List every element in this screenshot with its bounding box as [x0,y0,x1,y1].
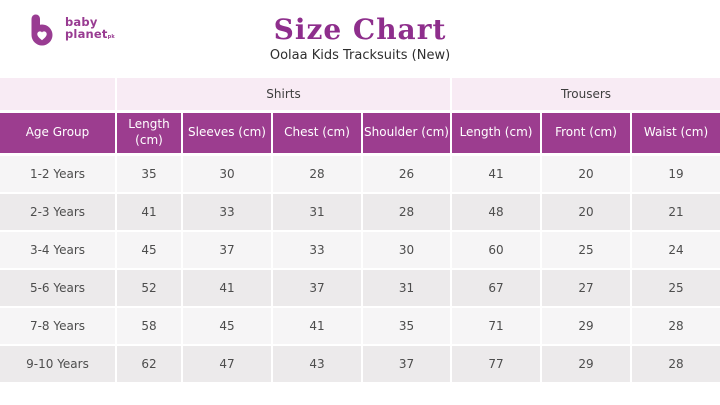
size-value-cell: 28 [361,194,451,232]
size-value-cell: 60 [450,232,541,270]
size-value-cell: 33 [271,232,361,270]
size-value-cell: 28 [271,156,361,194]
size-value-cell: 62 [115,346,181,384]
size-value-cell: 52 [115,270,181,308]
page-title: Size Chart [273,13,447,46]
table-row: 7-8 Years 58 45 41 35 71 29 28 [0,308,720,346]
age-group-cell: 1-2 Years [0,156,115,194]
size-value-cell: 26 [361,156,451,194]
page-subtitle: Oolaa Kids Tracksuits (New) [269,48,451,63]
size-value-cell: 37 [181,232,271,270]
size-value-cell: 48 [450,194,541,232]
size-value-cell: 27 [540,270,631,308]
size-value-cell: 35 [361,308,451,346]
size-value-cell: 41 [115,194,181,232]
baby-planet-logo: baby planetpk [27,14,115,46]
size-value-cell: 29 [540,308,631,346]
table-row: 3-4 Years 45 37 33 30 60 25 24 [0,232,720,270]
size-value-cell: 30 [361,232,451,270]
size-value-cell: 77 [450,346,541,384]
size-value-cell: 37 [361,346,451,384]
table-row: 1-2 Years 35 30 28 26 41 20 19 [0,156,720,194]
size-value-cell: 41 [181,270,271,308]
size-value-cell: 29 [540,346,631,384]
table-row: 2-3 Years 41 33 31 28 48 20 21 [0,194,720,232]
size-value-cell: 47 [181,346,271,384]
size-value-cell: 41 [271,308,361,346]
size-value-cell: 41 [450,156,541,194]
size-value-cell: 45 [115,232,181,270]
logo-suffix-pk: pk [107,33,115,40]
size-value-cell: 43 [271,346,361,384]
column-header-sleeves: Sleeves (cm) [181,113,271,156]
size-value-cell: 37 [271,270,361,308]
size-value-cell: 25 [630,270,720,308]
column-header-age-group: Age Group [0,113,115,156]
logo-wordmark: baby planetpk [65,15,115,43]
size-value-cell: 19 [630,156,720,194]
age-group-cell: 2-3 Years [0,194,115,232]
size-value-cell: 35 [115,156,181,194]
size-value-cell: 28 [630,308,720,346]
column-header-trouser-length: Length (cm) [450,113,541,156]
size-value-cell: 45 [181,308,271,346]
age-group-cell: 3-4 Years [0,232,115,270]
size-value-cell: 30 [181,156,271,194]
size-table: Shirts Trousers Age Group Length (cm) Sl… [0,78,720,384]
size-value-cell: 20 [540,156,631,194]
column-header-row: Age Group Length (cm) Sleeves (cm) Chest… [0,113,720,156]
baby-planet-b-heart-icon [31,14,53,46]
logo-word-planet: planet [65,26,108,41]
column-header-shoulder: Shoulder (cm) [361,113,451,156]
age-group-cell: 7-8 Years [0,308,115,346]
size-value-cell: 25 [540,232,631,270]
size-value-cell: 28 [630,346,720,384]
table-row: 5-6 Years 52 41 37 31 67 27 25 [0,270,720,308]
column-header-shirt-length: Length (cm) [115,113,181,156]
table-row: 9-10 Years 62 47 43 37 77 29 28 [0,346,720,384]
size-value-cell: 58 [115,308,181,346]
size-value-cell: 21 [630,194,720,232]
column-header-chest: Chest (cm) [271,113,361,156]
size-value-cell: 71 [450,308,541,346]
column-header-waist: Waist (cm) [630,113,720,156]
age-group-cell: 9-10 Years [0,346,115,384]
header: Size Chart Oolaa Kids Tracksuits (New) [0,0,720,64]
size-value-cell: 31 [361,270,451,308]
column-header-front: Front (cm) [540,113,631,156]
size-value-cell: 33 [181,194,271,232]
size-table-body: 1-2 Years 35 30 28 26 41 20 19 2-3 Years 41 33 31 28… [0,156,720,384]
group-header-trousers: Trousers [450,78,720,113]
group-header-shirts: Shirts [115,78,451,113]
group-header-empty [0,78,115,113]
size-value-cell: 31 [271,194,361,232]
age-group-cell: 5-6 Years [0,270,115,308]
size-value-cell: 67 [450,270,541,308]
group-header-row: Shirts Trousers [0,78,720,113]
logo-word-baby: baby [65,15,98,29]
size-value-cell: 24 [630,232,720,270]
size-value-cell: 20 [540,194,631,232]
